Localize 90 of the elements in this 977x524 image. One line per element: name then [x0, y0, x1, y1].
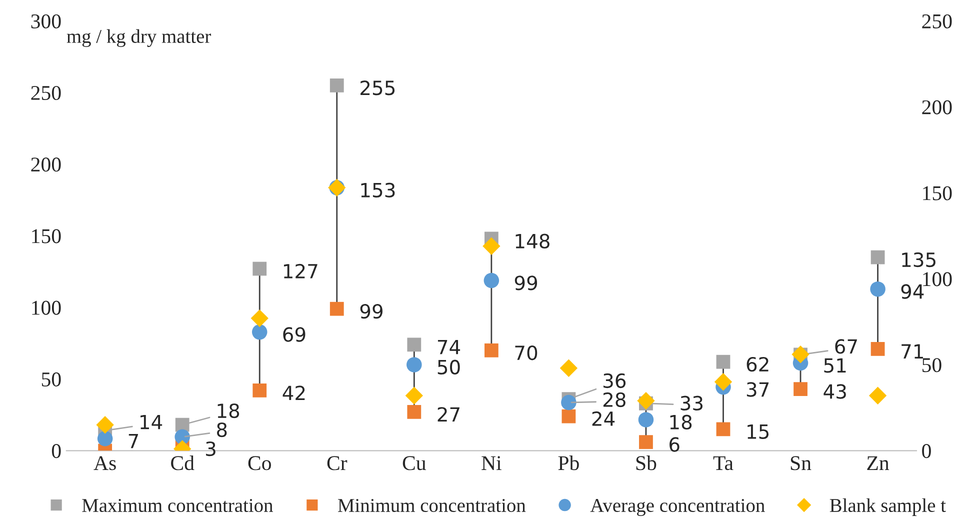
point: [716, 422, 730, 436]
legend-label: Maximum concentration: [82, 498, 273, 512]
x-tick-label: Sn: [790, 456, 812, 470]
legend-label: Blank sample t: [830, 498, 946, 516]
x-tick-label: Cd: [171, 456, 194, 470]
data-label: 7: [128, 434, 138, 448]
data-label: 18: [218, 403, 240, 418]
data-label: 8: [216, 422, 227, 438]
point: [96, 416, 114, 434]
x-tick-label: Cr: [327, 456, 348, 470]
point: [252, 262, 267, 276]
data-label: 99: [514, 276, 538, 290]
y2-tick-label: 50: [922, 358, 942, 372]
point: [870, 342, 885, 356]
data-label: 67: [835, 339, 857, 354]
data-label: 36: [604, 373, 626, 388]
point: [560, 359, 578, 377]
x-tick-label: Ni: [482, 456, 502, 470]
point: [639, 435, 653, 449]
point: [407, 338, 422, 352]
y2-tick-label: 100: [923, 272, 952, 286]
data-label: 28: [603, 392, 626, 408]
point: [562, 409, 576, 424]
x-tick-label: Zn: [867, 456, 890, 470]
y-tick-label: 200: [31, 158, 61, 172]
point: [870, 250, 885, 264]
data-label: 99: [360, 304, 382, 319]
data-label: 74: [438, 340, 460, 354]
y2-tick-label: 0: [922, 444, 931, 458]
y-axis-title: mg / kg dry matter: [66, 29, 211, 47]
point: [406, 357, 422, 372]
data-label: 37: [746, 382, 769, 397]
point: [482, 237, 500, 255]
x-tick-label: As: [94, 456, 116, 470]
y-tick-label: 0: [52, 444, 61, 458]
point: [716, 354, 730, 369]
point: [561, 394, 576, 410]
data-label: 18: [670, 414, 692, 430]
data-label: 153: [361, 182, 395, 198]
point: [405, 386, 423, 404]
y-tick-label: 250: [31, 86, 61, 100]
y-tick-label: 100: [32, 300, 61, 315]
data-label: 94: [901, 284, 924, 299]
point: [97, 430, 113, 446]
point: [484, 272, 500, 288]
data-label: 14: [140, 414, 162, 430]
point: [638, 412, 654, 428]
x-tick-label: Co: [248, 456, 271, 470]
data-label: 127: [284, 264, 318, 278]
point: [250, 309, 268, 328]
data-label: 71: [902, 344, 923, 358]
data-label: 148: [516, 234, 550, 248]
legend-label: Average concentration: [590, 498, 765, 516]
point: [252, 384, 267, 398]
x-tick-label: Sb: [636, 456, 656, 470]
data-label: 24: [592, 411, 615, 426]
point: [794, 382, 808, 396]
data-label: 42: [282, 386, 305, 400]
y-tick-label: 50: [42, 372, 61, 386]
point: [870, 281, 886, 297]
point: [868, 386, 887, 404]
y2-tick-label: 250: [922, 14, 952, 28]
data-label: 27: [438, 407, 460, 422]
data-label: 6: [670, 437, 680, 452]
data-label: 69: [283, 327, 306, 342]
x-tick-label: Ta: [713, 456, 734, 470]
point: [484, 343, 498, 358]
point: [330, 78, 344, 92]
data-label: 33: [680, 396, 702, 411]
data-label: 43: [824, 384, 846, 399]
data-label: 135: [902, 252, 936, 268]
legend-label: Minimum concentration: [338, 498, 526, 512]
y-tick-label: 300: [31, 14, 61, 28]
x-tick-label: Cu: [402, 456, 426, 470]
data-label: 15: [748, 424, 769, 439]
x-tick-label: Pb: [558, 456, 579, 470]
data-label: 51: [824, 358, 846, 373]
point: [252, 324, 268, 340]
point: [407, 405, 422, 419]
data-label: 50: [438, 360, 460, 375]
data-label: 255: [360, 80, 395, 96]
y2-tick-label: 200: [922, 100, 952, 114]
point: [714, 373, 732, 391]
y-tick-label: 150: [32, 229, 61, 244]
point: [330, 302, 344, 316]
point: [637, 392, 655, 410]
data-label: 70: [515, 345, 538, 360]
data-label: 3: [206, 441, 216, 456]
y2-tick-label: 150: [923, 186, 952, 200]
data-label: 62: [746, 356, 768, 372]
